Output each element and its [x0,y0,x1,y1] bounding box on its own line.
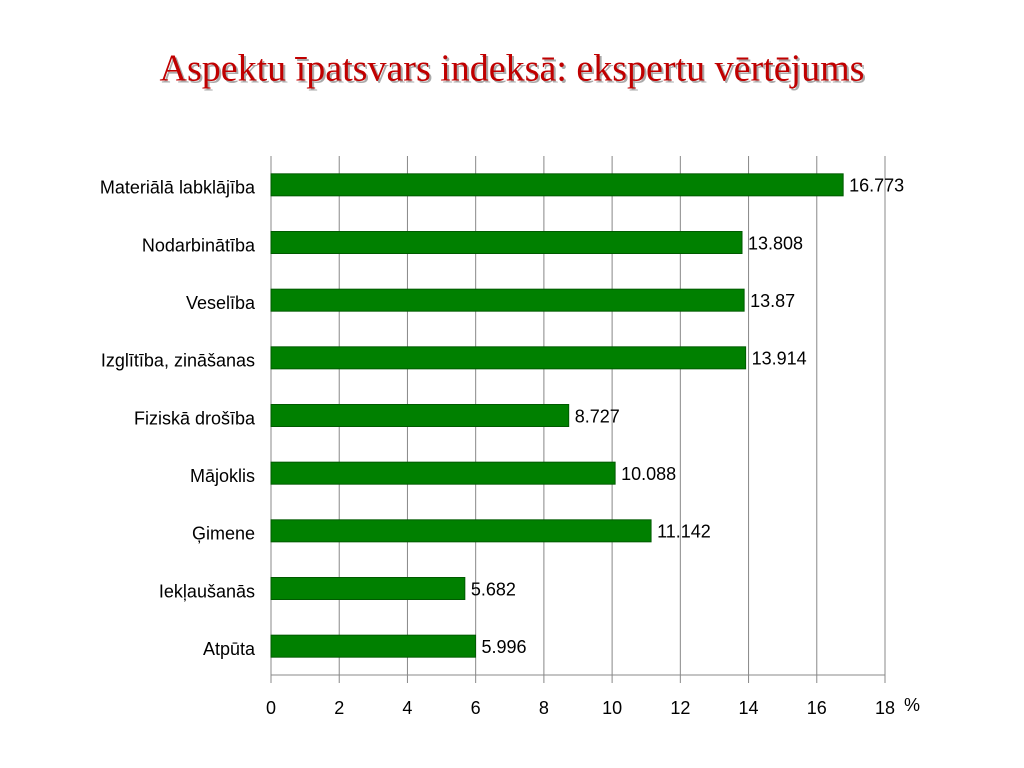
y-tick-label: Mājoklis [190,466,255,486]
bar [270,461,616,485]
value-label: 5.996 [482,637,527,657]
bar [270,634,477,658]
value-label: 11.142 [657,522,711,542]
x-tick-label: 0 [266,698,276,718]
x-tick-label: 4 [402,698,412,718]
title-shadow: Aspektu īpatsvars indeksā: ekspertu vērt… [162,50,867,92]
chart-title: Aspektu īpatsvars indeksā: ekspertu vērt… [160,48,865,90]
value-label: 13.87 [750,291,795,311]
x-tick-label: 10 [602,698,622,718]
y-tick-label: Ģimene [192,524,255,544]
bar [270,346,747,370]
x-tick-label: 2 [334,698,344,718]
bar [270,288,745,312]
value-label: 13.808 [748,233,803,253]
value-label: 10.088 [621,464,676,484]
y-tick-label: Atpūta [203,639,256,659]
x-axis-label: % [904,695,920,715]
bar [270,519,652,543]
bar [270,173,844,197]
bar [270,231,743,254]
x-tick-label: 14 [739,698,759,718]
bar [270,577,466,600]
x-tick-label: 8 [539,698,549,718]
x-tick-label: 16 [807,698,827,718]
y-tick-label: Izglītība, zināšanas [101,351,255,371]
value-label: 5.682 [471,579,516,599]
y-tick-label: Materiālā labklājība [100,178,256,198]
y-tick-label: Veselība [186,293,256,313]
y-tick-label: Nodarbinātība [142,235,256,255]
y-tick-label: Iekļaušanās [159,581,255,601]
y-tick-label: Fiziskā drošība [134,408,256,428]
value-label: 8.727 [575,406,620,426]
x-tick-label: 12 [670,698,690,718]
x-tick-label: 18 [875,698,895,718]
value-label: 13.914 [752,349,807,369]
x-tick-label: 6 [471,698,481,718]
bar [270,404,570,427]
value-label: 16.773 [849,176,904,196]
